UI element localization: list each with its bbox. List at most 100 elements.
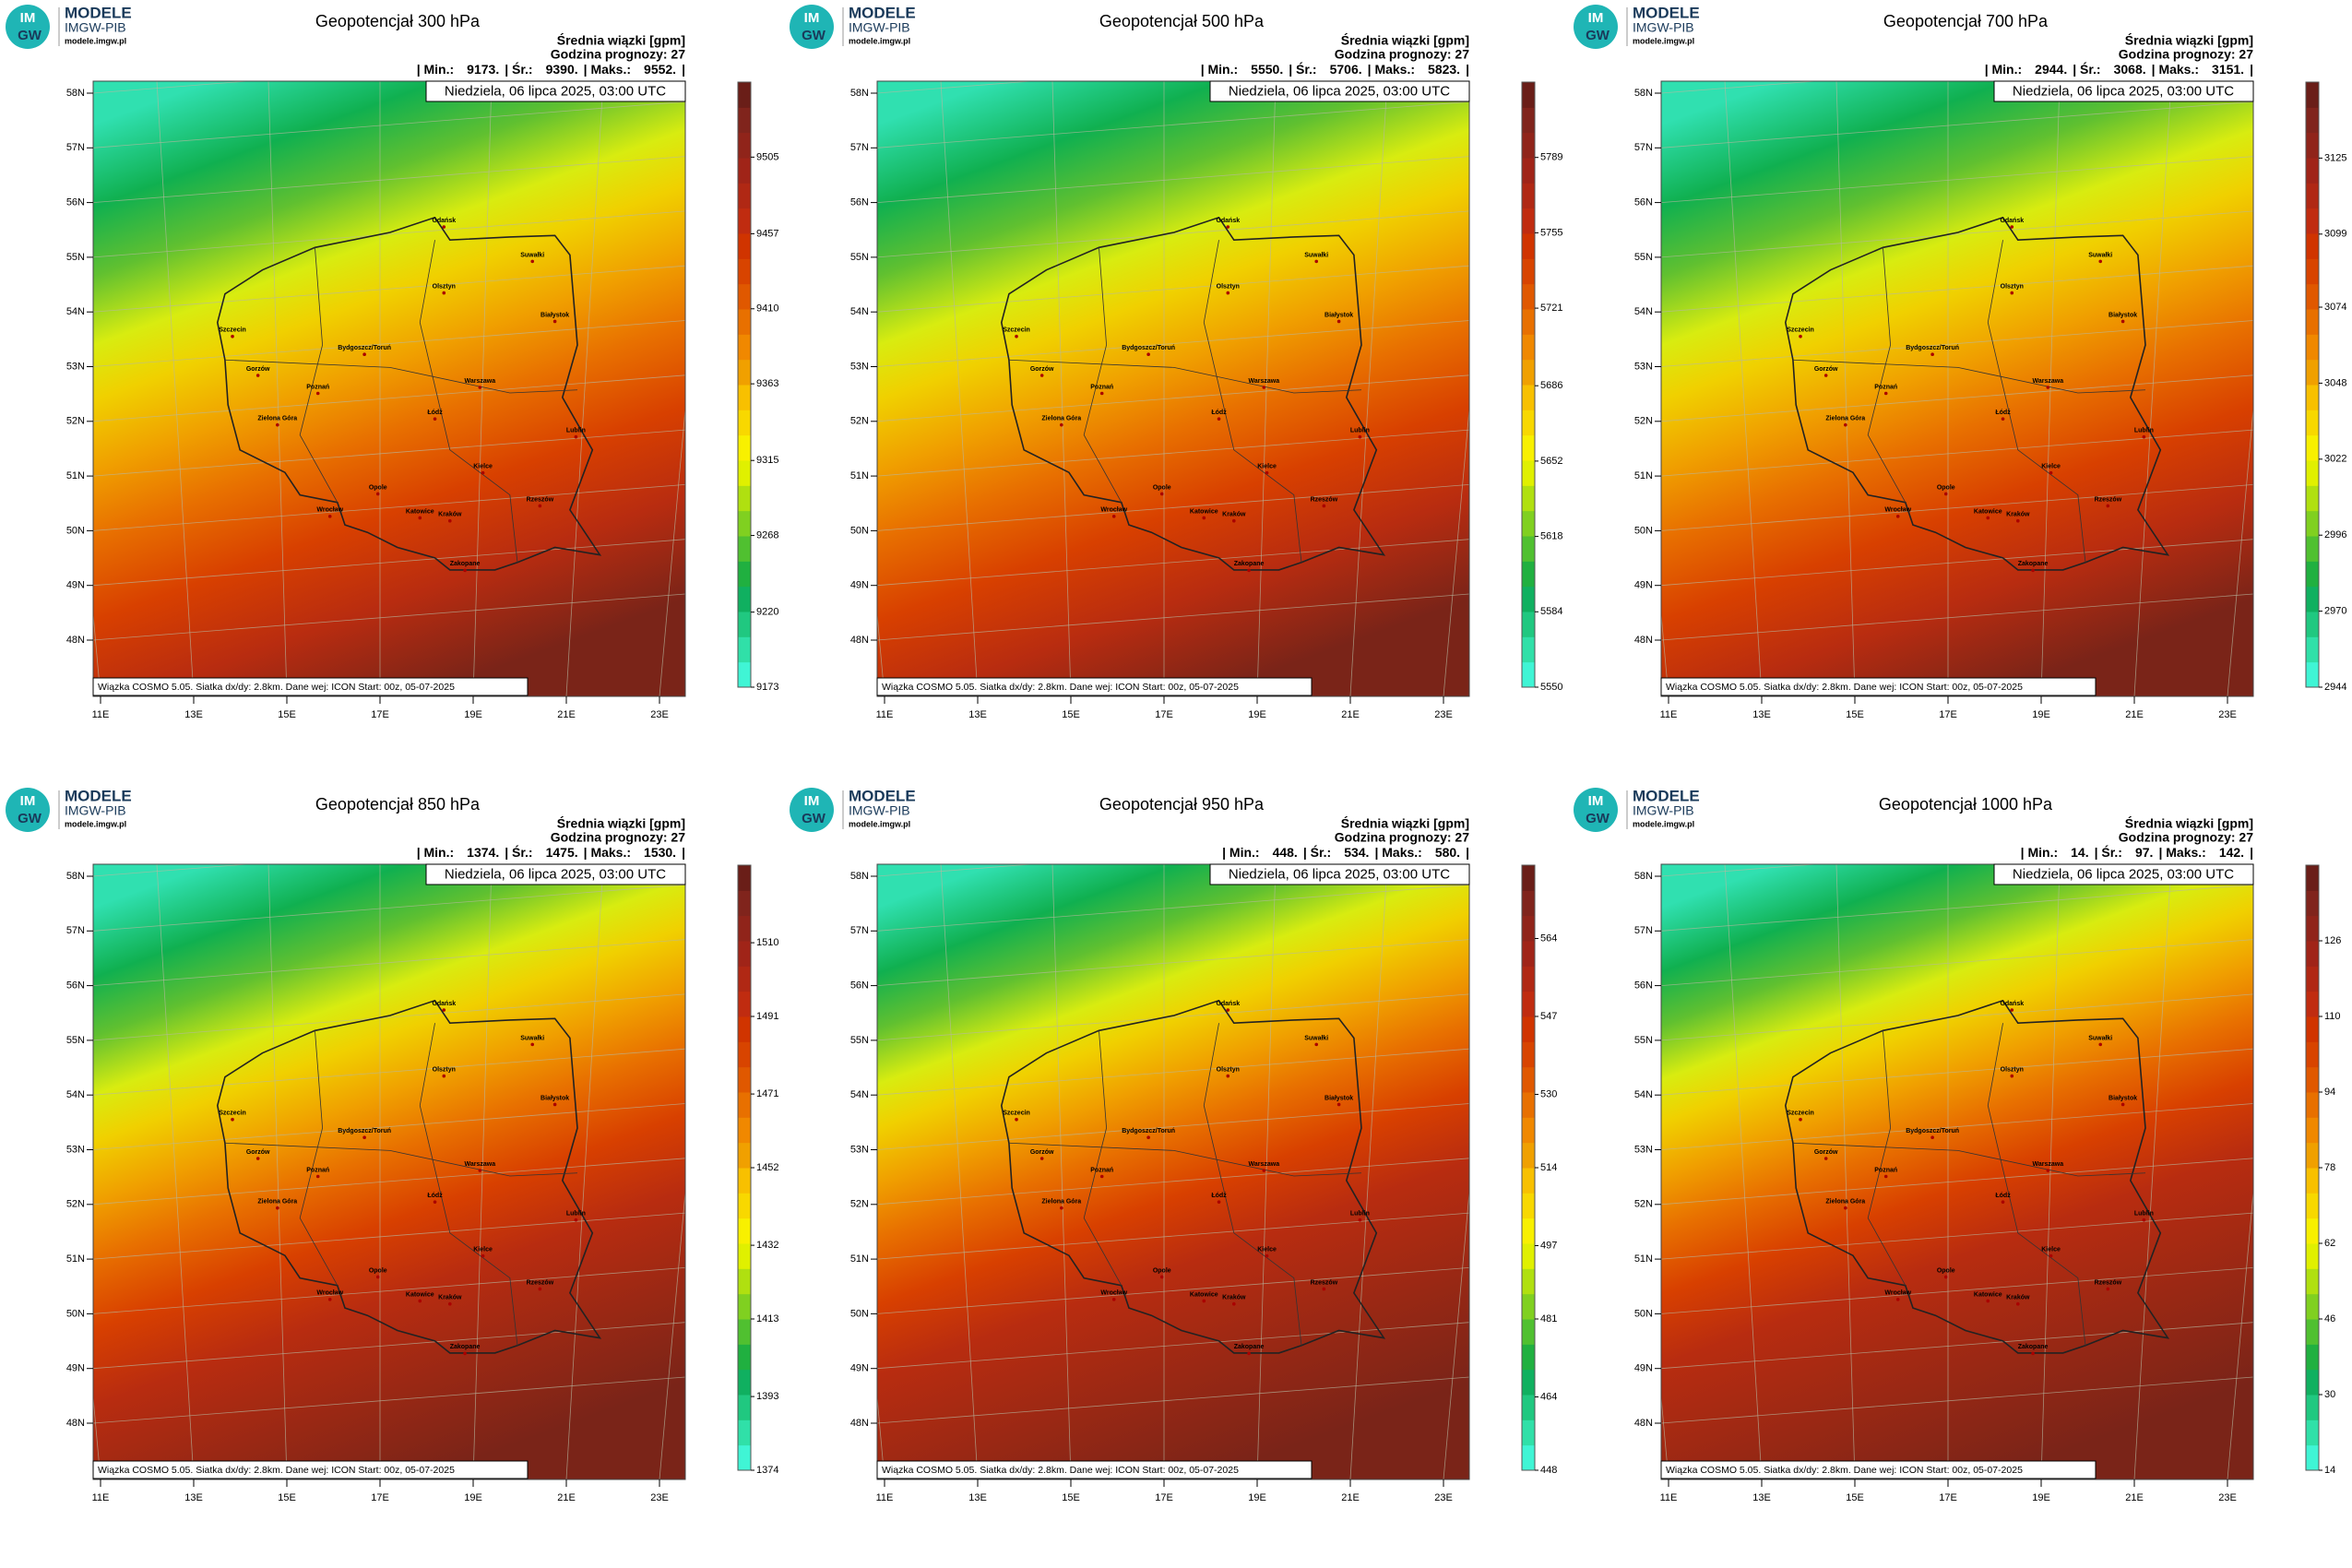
colorbar-step (2306, 460, 2319, 486)
lat-label: 53N (850, 1144, 869, 1155)
region-border (1083, 247, 1123, 503)
map-field (93, 864, 685, 1479)
parallel (1661, 1212, 2253, 1260)
stats-part: | Śr.: (2095, 844, 2122, 860)
colorbar-step (1522, 1041, 1535, 1068)
colorbar-step (2306, 966, 2319, 992)
meridian (565, 864, 604, 1479)
city-dot (433, 1200, 437, 1204)
colorbar-step (738, 208, 751, 234)
city-dot (442, 1074, 446, 1078)
city-dot (1265, 470, 1269, 475)
colorbar-step (1522, 334, 1535, 361)
city-label: Opole (1937, 1267, 1955, 1274)
city-label: Zakopane (450, 1344, 481, 1350)
city-dot (1039, 1157, 1044, 1160)
city-label: Gorzów (1814, 366, 1838, 373)
city-dot (327, 1298, 332, 1301)
region-border (1008, 1142, 1362, 1177)
city-label: Gdańsk (432, 1001, 456, 1007)
stats-part: 3068. (2114, 62, 2146, 77)
colorbar-step (738, 1092, 751, 1118)
logo-badge-top: IM (1588, 10, 1604, 26)
colorbar-step (738, 233, 751, 259)
parallel (93, 539, 685, 587)
lat-label: 48N (850, 635, 869, 646)
parallel (877, 101, 1469, 148)
city-dot (2016, 518, 2020, 523)
date-label: Niedziela, 06 lipca 2025, 03:00 UTC (1229, 866, 1450, 882)
city-label: Wrocław (1100, 1290, 1127, 1297)
parallel (877, 81, 1037, 94)
city-label: Poznań (1090, 384, 1113, 390)
city-dot (552, 319, 557, 324)
lon-label: 19E (2032, 1492, 2050, 1503)
colorbar-step (2306, 1066, 2319, 1093)
colorbar-tick-label: 464 (1540, 1391, 1557, 1402)
lat-label: 49N (1634, 1363, 1653, 1374)
panel-title: Geopotencjał 1000 hPa (1879, 795, 2053, 814)
city-label: Łódź (1995, 410, 2011, 416)
city-dot (276, 422, 279, 427)
parallel (1661, 593, 2253, 641)
colorbar-step (1522, 536, 1535, 562)
city-dot (538, 504, 542, 508)
city-dot (276, 1206, 279, 1210)
lon-label: 21E (557, 709, 576, 720)
logo-line2: IMGW-PIB (849, 803, 910, 818)
city-dot (448, 518, 452, 523)
meridian (1835, 864, 1856, 1479)
map-field (93, 81, 685, 696)
colorbar-step (738, 510, 751, 537)
city-dot (1060, 422, 1063, 427)
colorbar-tick-label: 1374 (756, 1465, 778, 1476)
colorbar-tick-label: 530 (1540, 1088, 1557, 1099)
stats-part: 1530. (644, 845, 676, 860)
colorbar-step (1522, 233, 1535, 259)
logo-badge-top: IM (804, 10, 820, 26)
city-dot (2120, 319, 2125, 324)
colorbar-step (738, 966, 751, 992)
footer-box (92, 677, 529, 696)
lon-label: 19E (1248, 1492, 1266, 1503)
colorbar-tick-label: 9505 (756, 151, 778, 162)
colorbar-step (738, 309, 751, 335)
lat-label: 49N (850, 580, 869, 591)
colorbar-tick-label: 94 (2324, 1087, 2335, 1098)
city-label: Białystok (1324, 1095, 1353, 1101)
colorbar-tick-label: 5789 (1540, 152, 1562, 163)
city-label: Rzeszów (527, 496, 554, 503)
stats-part: 97. (2135, 845, 2153, 860)
colorbar-step (738, 612, 751, 637)
city-dot (2142, 434, 2146, 439)
parallel (877, 210, 1469, 258)
colorbar-tick-label: 448 (1540, 1465, 1557, 1476)
colorbar-step (2306, 183, 2319, 209)
city-dot (552, 1102, 557, 1107)
panel-title: Geopotencjał 500 hPa (1099, 12, 1265, 30)
lat-label: 55N (1634, 1035, 1653, 1046)
city-label: Zielona Góra (257, 415, 297, 422)
map-layer: Gdańsk Suwałki Olsztyn Białystok Szczecin Byd… (877, 81, 1469, 696)
city-dot (1336, 319, 1341, 324)
country-border (216, 999, 602, 1354)
meridian (2040, 864, 2061, 1479)
colorbar-step (738, 561, 751, 588)
colorbar-step (1522, 561, 1535, 588)
city-label: Opole (369, 484, 387, 491)
colorbar-tick-label: 9220 (756, 607, 778, 618)
city-label: Gdańsk (432, 218, 456, 224)
footer-box (876, 677, 1313, 696)
city-dot (2106, 504, 2110, 508)
city-label: Olsztyn (1217, 283, 1240, 290)
logo-line1: MODELE (65, 4, 132, 21)
city-label: Bydgoszcz/Toruń (1906, 1128, 1959, 1134)
footer-box (876, 1460, 1313, 1479)
colorbar-step (738, 1041, 751, 1068)
colorbar-step (738, 890, 751, 917)
city-label: Suwałki (2088, 252, 2112, 258)
lat-label: 50N (66, 525, 85, 536)
city-label: Zakopane (2018, 561, 2049, 567)
map-layer: Gdańsk Suwałki Olsztyn Białystok Szczecin Byd… (93, 864, 685, 1479)
